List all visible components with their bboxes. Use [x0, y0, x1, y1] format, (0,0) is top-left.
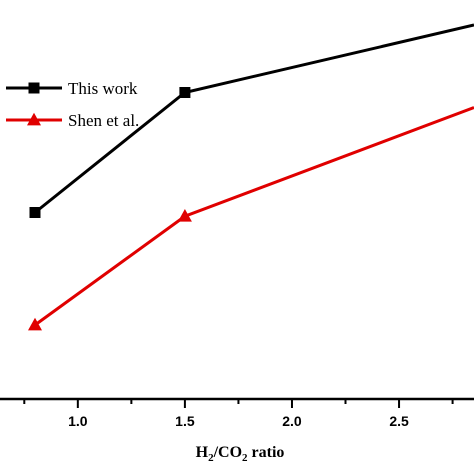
- data-point: [29, 207, 41, 218]
- x-axis-title: H2/CO2 ratio: [196, 444, 285, 464]
- legend-label: This work: [68, 79, 138, 98]
- x-tick-label: 2.5: [389, 413, 409, 429]
- legend-item: Shen et al.: [6, 111, 139, 130]
- series-this-work: [29, 23, 474, 218]
- series-shen-et-al: [28, 106, 474, 331]
- x-tick-label: 2.0: [282, 413, 302, 429]
- x-axis: 1.0 1.5 2.0 2.5: [0, 397, 474, 429]
- data-point: [179, 87, 191, 98]
- series-line: [34, 106, 474, 327]
- legend-label: Shen et al.: [68, 111, 139, 130]
- legend-item: This work: [6, 79, 138, 98]
- x-tick-label: 1.5: [175, 413, 195, 429]
- data-point: [177, 209, 192, 222]
- series-group: [28, 23, 474, 331]
- legend: This work Shen et al.: [6, 79, 139, 130]
- x-tick-label: 1.0: [68, 413, 88, 429]
- legend-marker: [28, 82, 40, 94]
- data-point: [28, 317, 42, 331]
- legend-marker: [27, 112, 41, 126]
